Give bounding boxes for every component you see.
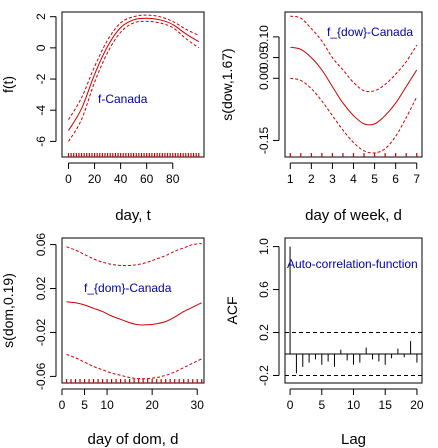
panel-day-of-week: day of week, d s(dow,1.67) 1 2 3 4 5 6 7 -0.15 0… <box>219 11 423 224</box>
plot-frame <box>284 237 423 384</box>
x-tick-label: 5 <box>318 398 325 412</box>
y-axis-label: s(dom,0.19) <box>0 273 16 348</box>
y-tick-label: -0.02 <box>34 318 48 346</box>
x-tick-label: 30 <box>191 398 205 412</box>
y-axis-label: ACF <box>224 297 240 325</box>
x-tick-label: 80 <box>166 172 180 186</box>
lower-band-curve <box>290 77 418 154</box>
y-tick-label: -6 <box>34 136 48 147</box>
x-tick-label: 0 <box>65 172 72 186</box>
y-tick-label: 0.02 <box>34 277 48 301</box>
y-tick-label: 2 <box>34 13 48 20</box>
y-tick-label: 0.6 <box>257 281 271 298</box>
fitted-curve <box>290 46 418 126</box>
y-axis-label: s(dow,1.67) <box>219 48 235 120</box>
y-tick-label: -0.15 <box>257 126 271 154</box>
annotation-label: f_{dow}-Canada <box>327 25 413 39</box>
upper-band-curve <box>290 15 418 93</box>
y-axis-label: f(t) <box>0 76 16 93</box>
lower-band-curve <box>66 353 202 380</box>
x-tick-label: 5 <box>81 398 88 412</box>
y-tick-label: -4 <box>34 105 48 116</box>
fitted-curve <box>66 301 202 326</box>
x-tick-label: 7 <box>413 172 420 186</box>
x-tick-label: 4 <box>350 172 357 186</box>
panel-trend: day, t f(t) 0 20 40 60 80 -6 -4 -2 0 2 f-Canada <box>0 11 205 224</box>
x-tick-label: 2 <box>308 172 315 186</box>
panel-acf: Lag ACF 0 5 10 15 20 -0.2 0.2 0.6 1.0 Auto-correl… <box>224 237 424 448</box>
x-axis-label: day, t <box>115 207 151 224</box>
x-tick-label: 3 <box>329 172 336 186</box>
x-tick-label: 15 <box>379 398 393 412</box>
lower-band-curve <box>68 20 200 142</box>
x-tick-label: 20 <box>88 172 102 186</box>
x-tick-label: 5 <box>371 172 378 186</box>
x-tick-label: 6 <box>392 172 399 186</box>
x-tick-label: 60 <box>140 172 154 186</box>
y-tick-label: -0.06 <box>34 362 48 390</box>
upper-band-curve <box>66 243 202 267</box>
x-tick-label: 1 <box>287 172 294 186</box>
y-tick-label: 0.00 <box>257 66 271 90</box>
y-tick-label: 0.2 <box>257 324 271 341</box>
upper-band-curve <box>68 14 200 120</box>
y-tick-label: 0.06 <box>34 233 48 257</box>
plot-frame <box>61 237 205 384</box>
x-axis-label: day of dom, d <box>88 431 179 448</box>
x-axis-label: day of week, d <box>305 207 402 224</box>
plot-frame <box>61 11 205 158</box>
x-tick-label: 20 <box>145 398 159 412</box>
x-tick-label: 20 <box>410 398 424 412</box>
y-tick-label: -2 <box>34 73 48 84</box>
annotation-label: Auto-correlation-function <box>287 257 418 271</box>
y-tick-label: 0.05 <box>257 46 271 70</box>
x-axis-label: Lag <box>341 431 366 448</box>
x-tick-label: 0 <box>59 398 66 412</box>
y-tick-label: 0 <box>34 44 48 51</box>
y-tick-label: -0.2 <box>257 365 271 386</box>
x-tick-label: 40 <box>114 172 128 186</box>
x-tick-label: 10 <box>347 398 361 412</box>
fitted-curve <box>68 17 200 131</box>
x-tick-label: 10 <box>100 398 114 412</box>
annotation-label: f-Canada <box>98 92 148 106</box>
annotation-label: f_{dom}-Canada <box>84 281 172 295</box>
panel-day-of-month: day of dom, d s(dom,0.19) 0 5 10 20 30 -0.06 -… <box>0 233 205 448</box>
y-tick-label: 0.10 <box>257 25 271 49</box>
y-tick-label: 1.0 <box>257 238 271 255</box>
x-tick-label: 0 <box>287 398 294 412</box>
